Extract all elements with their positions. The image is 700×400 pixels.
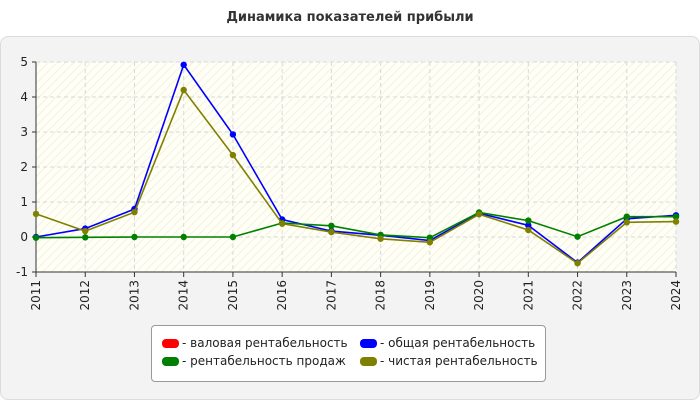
data-point [525,217,532,224]
data-point [426,234,434,241]
legend-swatch-red [162,338,179,348]
legend-swatch-olive [360,356,377,366]
data-point [377,235,384,242]
x-tick-label: 2023 [620,280,634,311]
data-point [278,220,286,227]
data-point [672,218,680,225]
legend-item-gross-margin: - валовая рентабельность [162,336,348,350]
data-point [229,131,237,138]
x-tick-label: 2020 [472,280,486,311]
x-tick-label: 2021 [521,280,535,311]
data-point [574,233,581,240]
data-point [82,227,89,235]
legend-swatch-green [162,356,179,366]
data-point [328,228,335,236]
data-point [180,61,187,68]
legend-label: - рентабельность продаж [182,354,346,368]
data-point [328,222,335,229]
data-point [32,234,40,241]
x-tick-label: 2019 [423,280,437,311]
data-point [32,210,40,218]
x-tick-label: 2013 [127,280,141,311]
data-point [475,211,483,218]
x-tick-label: 2014 [177,280,191,311]
legend-label: - чистая рентабельность [380,354,538,368]
plot-area [36,62,676,272]
y-tick-label: 0 [20,230,28,244]
chart-legend: - валовая рентабельность - общая рентабе… [151,325,546,382]
x-tick-label: 2022 [571,280,585,311]
data-point [229,151,237,159]
legend-label: - валовая рентабельность [182,336,348,350]
y-tick-label: -1 [16,265,28,279]
y-tick-label: 3 [20,125,28,139]
legend-item-total-profitability: - общая рентабельность [360,336,535,350]
x-tick-label: 2011 [29,280,43,311]
data-point [229,233,237,241]
y-tick-label: 4 [20,90,28,104]
data-point [574,260,581,267]
x-tick-label: 2017 [324,280,338,311]
x-tick-label: 2012 [78,280,92,311]
x-tick-label: 2018 [374,280,388,311]
data-point [426,239,434,246]
legend-item-sales-profitability: - рентабельность продаж [162,354,346,368]
data-point [131,233,138,241]
y-tick-label: 1 [20,195,28,209]
data-point [623,213,630,220]
tick-labels: -1 0 1 2 3 4 5 2011 2012 2013 2014 2015 2016 2017 2018… [16,55,683,311]
series-line-общая-рентабельность [35,63,677,264]
data-point [82,234,89,241]
data-point [525,226,532,234]
series-lines [32,61,680,267]
data-point [180,233,187,241]
legend-label: - общая рентабельность [380,336,536,350]
y-tick-label: 5 [20,55,28,69]
x-tick-label: 2016 [275,280,289,311]
y-tick-label: 2 [20,160,28,174]
data-point [672,213,680,220]
data-point [623,219,630,226]
data-point [180,86,187,94]
data-point [131,208,138,216]
data-point [525,222,532,229]
x-tick-label: 2024 [669,280,683,311]
chart-title: Динамика показателей прибыли [226,10,474,25]
legend-swatch-blue [360,338,377,348]
legend-item-net-profitability: - чистая рентабельность [360,354,538,368]
series-line-чистая-рентабельность [35,88,677,265]
series-line-рентабельность-продаж [35,211,676,239]
x-tick-label: 2015 [226,280,240,311]
